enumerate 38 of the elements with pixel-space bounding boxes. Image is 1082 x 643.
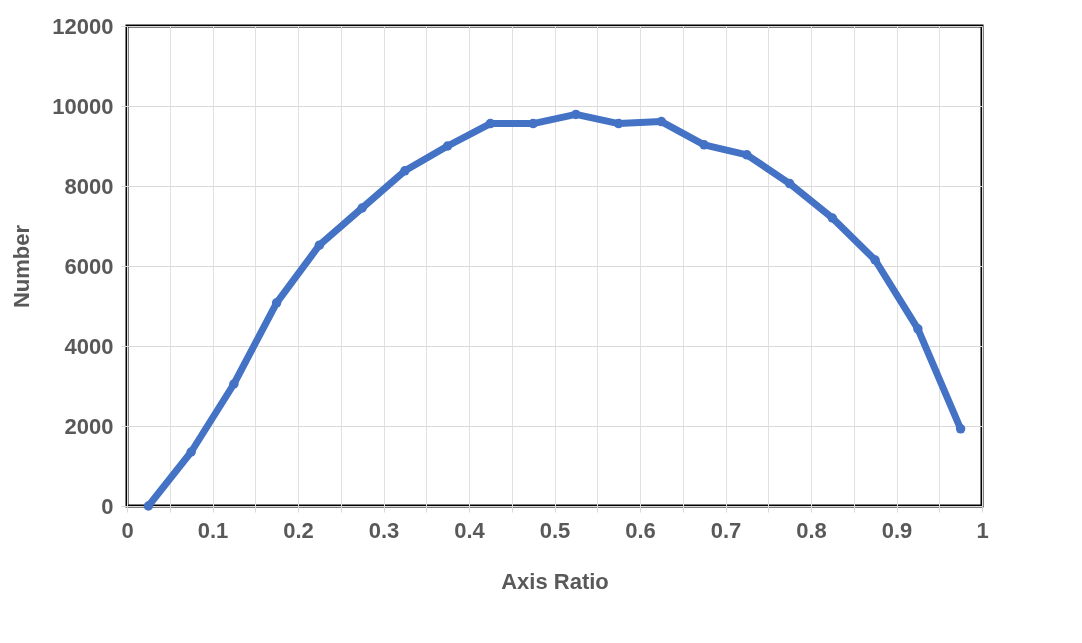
point xyxy=(442,141,453,151)
x-tick-label: 0.7 xyxy=(710,517,742,543)
x-axis-title: Axis Ratio xyxy=(501,568,609,594)
point xyxy=(955,424,966,434)
point xyxy=(656,116,667,127)
y-axis-title: Number xyxy=(9,224,35,309)
point xyxy=(870,255,880,265)
x-tick-label: 0.6 xyxy=(625,517,656,543)
point xyxy=(913,324,923,334)
point xyxy=(143,501,154,511)
y-tick-label: 12000 xyxy=(52,13,114,39)
x-tick-label: 0.1 xyxy=(197,517,229,543)
y-tick-label: 6000 xyxy=(64,253,114,279)
y-tick-label: 4000 xyxy=(64,333,114,359)
point xyxy=(229,379,239,389)
point xyxy=(357,203,367,213)
x-tick-label: 0.2 xyxy=(283,517,314,543)
y-tick-label: 2000 xyxy=(64,413,114,439)
point xyxy=(784,178,795,189)
point xyxy=(613,118,624,129)
point xyxy=(186,447,196,457)
x-tick-label: 0 xyxy=(121,517,134,543)
x-tick-label: 0.9 xyxy=(881,517,913,543)
point xyxy=(571,109,581,120)
point xyxy=(699,140,709,150)
point xyxy=(742,150,752,160)
point xyxy=(400,166,410,176)
x-tick-label: 0.3 xyxy=(368,517,400,543)
y-tick-label: 8000 xyxy=(64,173,114,199)
point xyxy=(827,213,838,223)
y-tick-label: 10000 xyxy=(52,93,114,119)
point xyxy=(271,298,282,308)
y-tick-label: 0 xyxy=(101,493,114,519)
x-tick-label: 0.4 xyxy=(454,517,486,543)
x-tick-label: 0.5 xyxy=(539,517,571,543)
x-tick-label: 0.8 xyxy=(796,517,827,543)
x-tick-label: 1 xyxy=(976,517,989,543)
point xyxy=(314,240,325,250)
